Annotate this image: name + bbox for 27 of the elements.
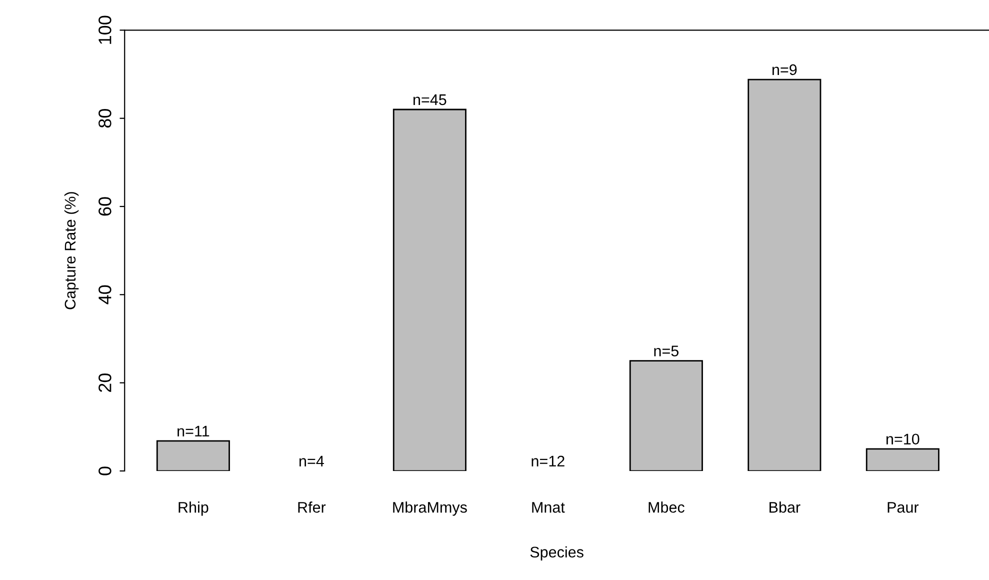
bar — [748, 78, 822, 471]
x-tick-label: Bbar — [770, 502, 800, 513]
y-tick-label: 20 — [98, 373, 112, 392]
annotation: n=9 — [772, 64, 797, 76]
y-tick-label: 60 — [98, 197, 112, 216]
bar — [156, 440, 230, 471]
x-axis-title: Species — [530, 546, 584, 561]
y-tick-label: 40 — [98, 285, 112, 304]
x-tick-label: MbraMmys — [393, 502, 467, 516]
x-tick-label: Rfer — [298, 502, 326, 513]
annotation: n=12 — [532, 456, 564, 466]
annotation: n=4 — [300, 456, 324, 466]
bar — [629, 360, 703, 471]
annotation: n=10 — [886, 434, 920, 445]
bar — [392, 108, 466, 471]
annotation: n=5 — [654, 346, 679, 356]
y-tick-label: 0 — [98, 466, 112, 476]
bar — [866, 448, 940, 471]
x-tick-label: Mbec — [648, 502, 684, 513]
annotation: n=11 — [178, 426, 210, 436]
y-tick-label: 80 — [98, 108, 112, 128]
y-axis-title: Capture Rate (%) — [64, 192, 79, 310]
y-tick-label: 100 — [98, 16, 112, 44]
x-tick-label: Rhip — [178, 502, 208, 516]
annotation: n=45 — [414, 94, 446, 106]
x-tick-label: Paur — [888, 502, 919, 513]
x-tick-label: Mnat — [532, 502, 565, 513]
